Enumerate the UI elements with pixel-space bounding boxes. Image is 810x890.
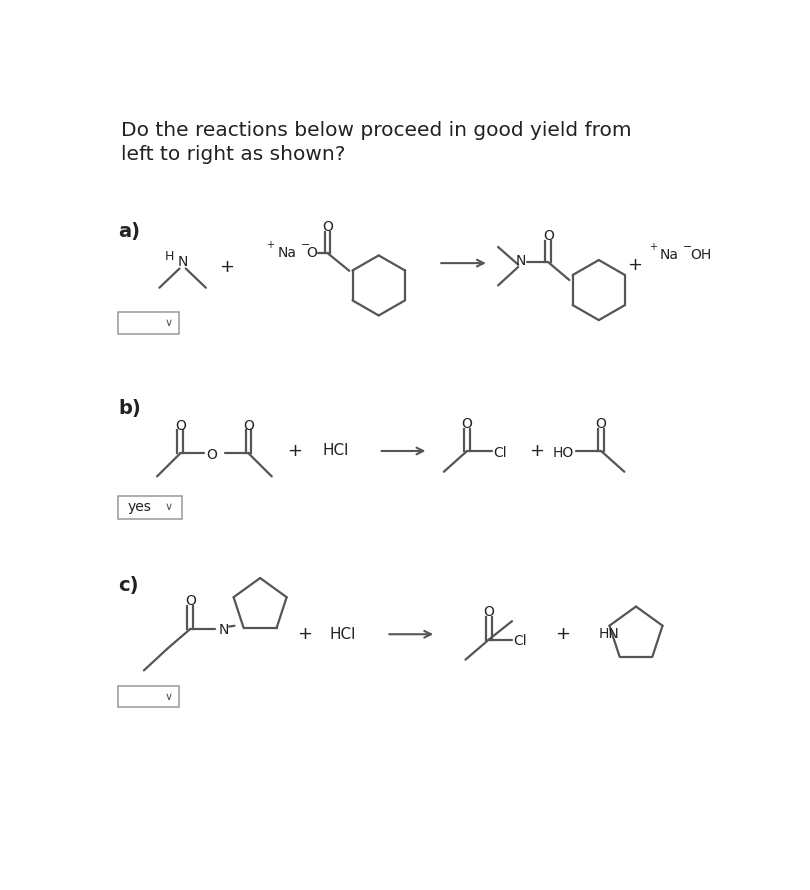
Text: O: O [175,418,185,433]
Text: +: + [555,626,570,643]
Text: O: O [462,417,472,431]
Text: +: + [627,256,642,274]
Text: N: N [177,255,188,269]
Text: +: + [296,626,312,643]
Text: c): c) [118,576,139,595]
Text: N: N [218,623,228,637]
Text: HCl: HCl [330,627,356,642]
Text: O: O [206,448,217,462]
Text: −: − [684,242,693,252]
Text: O: O [322,220,333,234]
Text: OH: OH [690,247,711,262]
FancyBboxPatch shape [118,312,179,334]
Text: Do the reactions below proceed in good yield from: Do the reactions below proceed in good y… [121,121,631,140]
Text: +: + [266,240,275,250]
Text: O: O [543,229,554,243]
Text: HO: HO [552,446,574,459]
FancyBboxPatch shape [118,496,182,519]
Text: ∨: ∨ [164,318,173,328]
Text: H: H [164,250,174,263]
Text: +: + [288,442,302,460]
Text: HN: HN [599,627,620,642]
Text: O: O [243,418,254,433]
Text: O: O [185,595,196,608]
FancyBboxPatch shape [118,686,179,708]
Text: Na: Na [659,247,678,262]
Text: −: − [301,240,309,250]
Text: O: O [484,605,494,619]
Text: ∨: ∨ [164,692,173,701]
Text: ∨: ∨ [164,502,173,513]
Text: O: O [595,417,607,431]
Text: O: O [307,247,318,260]
Text: +: + [649,242,657,252]
Text: yes: yes [128,500,151,514]
Text: left to right as shown?: left to right as shown? [121,145,345,165]
Text: Cl: Cl [514,635,527,648]
Text: a): a) [118,222,140,241]
Text: +: + [529,442,544,460]
Text: HCl: HCl [322,443,348,458]
Text: N: N [516,254,526,268]
Text: Na: Na [277,247,296,260]
Text: Cl: Cl [493,446,507,459]
Text: +: + [220,258,234,276]
Text: b): b) [118,399,141,418]
